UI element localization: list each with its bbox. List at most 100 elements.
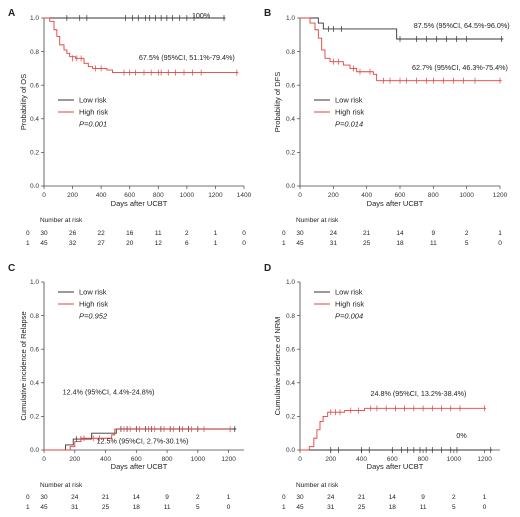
x-tick-label: 1000 bbox=[191, 456, 206, 463]
risk-value: 25 bbox=[102, 504, 110, 511]
y-tick-label: 0.2 bbox=[30, 414, 39, 421]
risk-value: 2 bbox=[196, 494, 200, 501]
y-tick-label: 1.0 bbox=[286, 279, 295, 286]
x-axis-title: Days after UCBT bbox=[111, 199, 168, 208]
y-tick-label: 0.8 bbox=[286, 49, 295, 56]
p-value: P=0.952 bbox=[79, 312, 108, 321]
x-tick-label: 0 bbox=[298, 456, 302, 463]
panel-c: C0.00.20.40.60.81.00 200 400 600 800 1000 1200… bbox=[8, 263, 244, 511]
risk-value: 0 bbox=[227, 504, 231, 511]
panel-letter: D bbox=[264, 263, 271, 274]
legend-label: Low risk bbox=[335, 288, 363, 297]
risk-table-header: Number at risk bbox=[40, 482, 83, 489]
risk-value: 14 bbox=[133, 494, 141, 501]
risk-value: 32 bbox=[69, 240, 77, 247]
risk-value: 11 bbox=[420, 504, 427, 511]
risk-value: 24 bbox=[330, 230, 338, 237]
x-tick-label: 1000 bbox=[447, 456, 462, 463]
x-tick-label: 1400 bbox=[237, 192, 252, 199]
risk-row-label: 1 bbox=[282, 240, 286, 247]
risk-value: 31 bbox=[330, 240, 338, 247]
x-tick-label: 600 bbox=[124, 192, 135, 199]
panel-b: B0.00.20.40.60.81.00 200 400 600 800 1000 1200… bbox=[264, 8, 510, 247]
risk-value: 30 bbox=[296, 230, 304, 237]
y-tick-label: 0.6 bbox=[30, 82, 39, 89]
risk-value: 14 bbox=[396, 230, 404, 237]
panel-d: D0.00.20.40.60.81.00 200 400 600 800 1000 1200… bbox=[264, 263, 500, 511]
y-tick-label: 0.6 bbox=[286, 346, 295, 353]
x-tick-label: 1200 bbox=[208, 192, 223, 199]
x-tick-label: 400 bbox=[96, 192, 107, 199]
risk-table-header: Number at risk bbox=[296, 482, 339, 489]
x-tick-label: 200 bbox=[69, 456, 80, 463]
annotation: 12.4% (95%CI, 4.4%-24.8%) bbox=[63, 388, 155, 397]
risk-value: 5 bbox=[196, 504, 200, 511]
annotation: 0% bbox=[456, 431, 467, 440]
risk-value: 20 bbox=[126, 240, 134, 247]
risk-value: 25 bbox=[363, 240, 371, 247]
risk-value: 26 bbox=[69, 230, 77, 237]
legend-label: Low risk bbox=[79, 96, 107, 105]
risk-value: 5 bbox=[452, 504, 456, 511]
y-tick-label: 1.0 bbox=[30, 15, 39, 22]
annotation: 12.5% (95%CI, 2.7%-30.1%) bbox=[97, 436, 189, 445]
risk-value: 2 bbox=[452, 494, 456, 501]
risk-value: 21 bbox=[363, 230, 371, 237]
risk-value: 11 bbox=[430, 240, 437, 247]
x-tick-label: 400 bbox=[356, 456, 367, 463]
series-line-high-risk bbox=[44, 17, 239, 74]
risk-value: 24 bbox=[327, 494, 335, 501]
risk-value: 1 bbox=[214, 240, 218, 247]
y-tick-label: 0.2 bbox=[286, 414, 295, 421]
risk-value: 0 bbox=[242, 240, 246, 247]
risk-value: 45 bbox=[296, 240, 304, 247]
risk-value: 27 bbox=[98, 240, 106, 247]
risk-value: 31 bbox=[71, 504, 79, 511]
x-tick-label: 600 bbox=[387, 456, 398, 463]
legend-label: High risk bbox=[335, 108, 364, 117]
risk-value: 30 bbox=[296, 494, 304, 501]
risk-table-header: Number at risk bbox=[296, 217, 339, 224]
risk-value: 25 bbox=[358, 504, 366, 511]
risk-value: 18 bbox=[396, 240, 404, 247]
y-tick-label: 0.4 bbox=[30, 116, 39, 123]
risk-value: 45 bbox=[296, 504, 304, 511]
risk-value: 30 bbox=[40, 230, 48, 237]
y-axis-title: Cumulative incidence of Relapse bbox=[19, 311, 28, 420]
x-tick-label: 600 bbox=[395, 192, 406, 199]
y-tick-label: 0.4 bbox=[30, 380, 39, 387]
risk-value: 11 bbox=[164, 504, 171, 511]
x-tick-label: 1200 bbox=[493, 192, 508, 199]
risk-value: 1 bbox=[227, 494, 231, 501]
risk-value: 6 bbox=[185, 240, 189, 247]
risk-value: 9 bbox=[432, 230, 436, 237]
y-tick-label: 1.0 bbox=[286, 15, 295, 22]
risk-table-header: Number at risk bbox=[40, 217, 83, 224]
y-tick-label: 0.8 bbox=[30, 313, 39, 320]
risk-value: 21 bbox=[102, 494, 110, 501]
risk-value: 31 bbox=[327, 504, 335, 511]
panel-letter: A bbox=[8, 8, 15, 19]
annotation: 87.5% (95%CI, 64.5%-96.0%) bbox=[414, 21, 510, 30]
x-axis-title: Days after UCBT bbox=[111, 462, 168, 471]
risk-value: 11 bbox=[155, 230, 162, 237]
x-tick-label: 1000 bbox=[180, 192, 195, 199]
risk-value: 0 bbox=[483, 504, 487, 511]
risk-value: 1 bbox=[498, 230, 502, 237]
risk-value: 24 bbox=[71, 494, 79, 501]
risk-value: 30 bbox=[40, 494, 48, 501]
x-tick-label: 200 bbox=[67, 192, 78, 199]
series-line-high-risk bbox=[300, 407, 487, 451]
risk-value: 2 bbox=[465, 230, 469, 237]
x-tick-label: 0 bbox=[42, 192, 46, 199]
risk-value: 22 bbox=[98, 230, 106, 237]
y-tick-label: 0.6 bbox=[286, 82, 295, 89]
risk-value: 45 bbox=[40, 240, 48, 247]
panel-letter: C bbox=[8, 263, 15, 274]
p-value: P=0.004 bbox=[335, 312, 363, 321]
x-tick-label: 400 bbox=[361, 192, 372, 199]
x-tick-label: 1000 bbox=[459, 192, 474, 199]
y-tick-label: 0.8 bbox=[30, 49, 39, 56]
legend-label: High risk bbox=[335, 300, 364, 309]
